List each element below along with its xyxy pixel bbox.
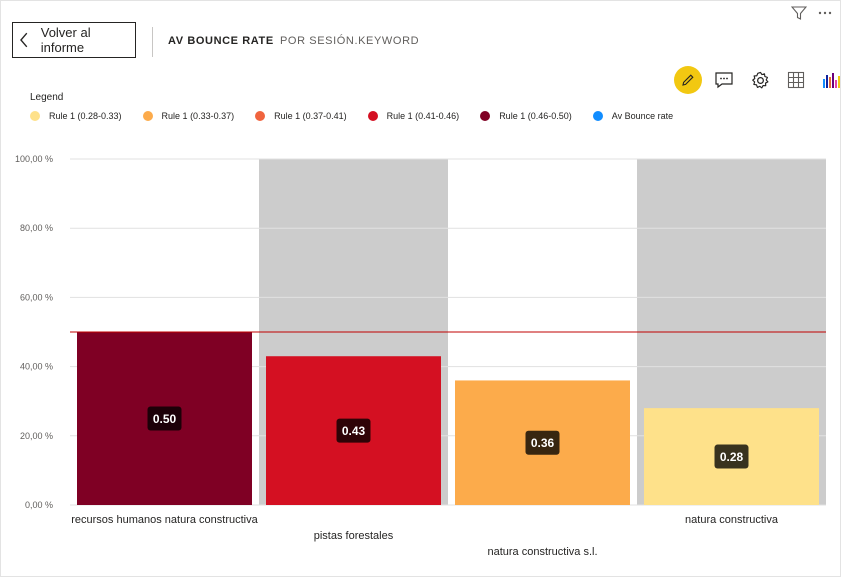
- edit-icon: [682, 74, 694, 86]
- change-visual-button[interactable]: [818, 66, 841, 94]
- settings-button[interactable]: [746, 66, 774, 94]
- visual-header-icons: [791, 5, 833, 21]
- legend-swatch: [367, 111, 378, 121]
- legend-item[interactable]: Rule 1 (0.37-0.41): [255, 111, 347, 121]
- breadcrumb-axis: POR SESIÓN.KEYWORD: [280, 35, 420, 47]
- header-divider: [152, 27, 153, 57]
- x-category-label: pistas forestales: [314, 530, 394, 542]
- legend-swatch: [142, 111, 153, 121]
- bar-chart: 0,00 % 20,00 % 40,00 % 60,00 % 80,00 % 100,00…: [15, 154, 826, 558]
- back-label: Volver al informe: [40, 25, 91, 55]
- legend-swatch: [592, 111, 603, 121]
- y-tick-label: 100,00 %: [15, 154, 53, 164]
- data-label-background: [714, 444, 749, 469]
- legend-label: Rule 1 (0.37-0.41): [274, 111, 347, 121]
- y-tick-label: 0,00 %: [25, 500, 53, 510]
- y-tick-label: 20,00 %: [20, 431, 53, 441]
- legend-item[interactable]: Av Bounce rate: [592, 111, 674, 121]
- chart-legend: Rule 1 (0.28-0.33) Rule 1 (0.33-0.37) Ru…: [30, 111, 694, 121]
- legend-label: Rule 1 (0.33-0.37): [161, 111, 235, 121]
- x-category-label: natura constructiva s.l.: [487, 546, 597, 558]
- show-as-table-button[interactable]: [782, 66, 810, 94]
- breadcrumb-measure: AV BOUNCE RATE: [168, 35, 274, 47]
- data-label: 0.50: [153, 412, 177, 426]
- legend-item[interactable]: Rule 1 (0.41-0.46): [367, 111, 460, 121]
- legend-title: Legend: [30, 92, 64, 103]
- chevron-left-icon: [20, 32, 28, 48]
- data-label-background: [147, 406, 182, 431]
- back-to-report-button[interactable]: Volver al informe: [12, 22, 136, 58]
- legend-swatch: [255, 111, 266, 121]
- legend-swatch: [480, 111, 491, 121]
- legend-label: Rule 1 (0.46-0.50): [499, 111, 572, 121]
- settings-icon: [751, 71, 768, 88]
- legend-label: Rule 1 (0.28-0.33): [49, 111, 122, 121]
- legend-item[interactable]: Rule 1 (0.46-0.50): [480, 111, 572, 121]
- data-label: 0.36: [531, 436, 555, 450]
- table-icon: [787, 71, 805, 89]
- more-options-icon[interactable]: [817, 5, 833, 21]
- visual-toolbar: [674, 66, 841, 94]
- filter-icon[interactable]: [791, 5, 807, 21]
- legend-swatch: [30, 111, 40, 121]
- edit-button[interactable]: [674, 66, 702, 94]
- comment-button[interactable]: [710, 66, 738, 94]
- x-category-label: natura constructiva: [685, 514, 779, 526]
- data-label-background: [525, 430, 560, 455]
- y-tick-label: 40,00 %: [20, 362, 53, 372]
- legend-label: Rule 1 (0.41-0.46): [386, 111, 460, 121]
- data-label: 0.28: [720, 450, 744, 464]
- y-tick-label: 80,00 %: [20, 223, 53, 233]
- y-tick-label: 60,00 %: [20, 292, 53, 302]
- data-label: 0.43: [342, 424, 366, 438]
- legend-label: Av Bounce rate: [611, 111, 674, 121]
- data-label-background: [336, 418, 371, 443]
- x-category-label: recursos humanos natura constructiva: [71, 514, 258, 526]
- legend-item[interactable]: Rule 1 (0.33-0.37): [142, 111, 235, 121]
- comment-icon: [715, 72, 733, 89]
- legend-item[interactable]: Rule 1 (0.28-0.33): [30, 111, 122, 121]
- chart-type-icon: [823, 73, 840, 88]
